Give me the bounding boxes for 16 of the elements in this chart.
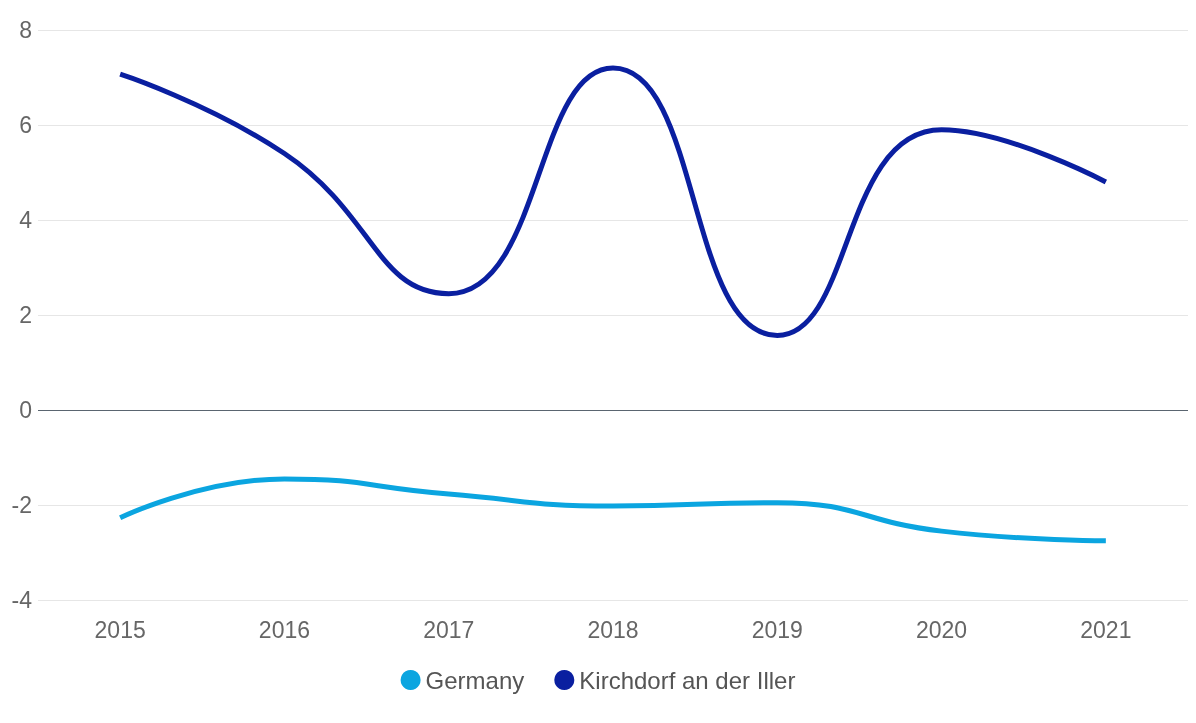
legend-label: Germany (425, 666, 525, 694)
y-tick-label: 6 (19, 112, 32, 138)
legend-label: Kirchdorf an der Iller (579, 666, 796, 694)
y-tick-label: 0 (19, 397, 32, 423)
x-tick-label: 2018 (587, 616, 639, 643)
x-tick-label: 2015 (94, 616, 146, 643)
x-tick-label: 2017 (423, 616, 475, 643)
y-tick-label: 4 (19, 207, 33, 233)
y-tick-label: 8 (19, 17, 32, 43)
x-tick-label: 2016 (258, 616, 311, 643)
y-tick-label: 2 (19, 302, 32, 328)
y-tick-label: -4 (11, 587, 33, 613)
x-tick-label: 2020 (915, 616, 968, 643)
x-tick-label: 2019 (751, 616, 803, 643)
y-tick-label: -2 (11, 492, 32, 518)
x-tick-label: 2021 (1080, 616, 1132, 643)
